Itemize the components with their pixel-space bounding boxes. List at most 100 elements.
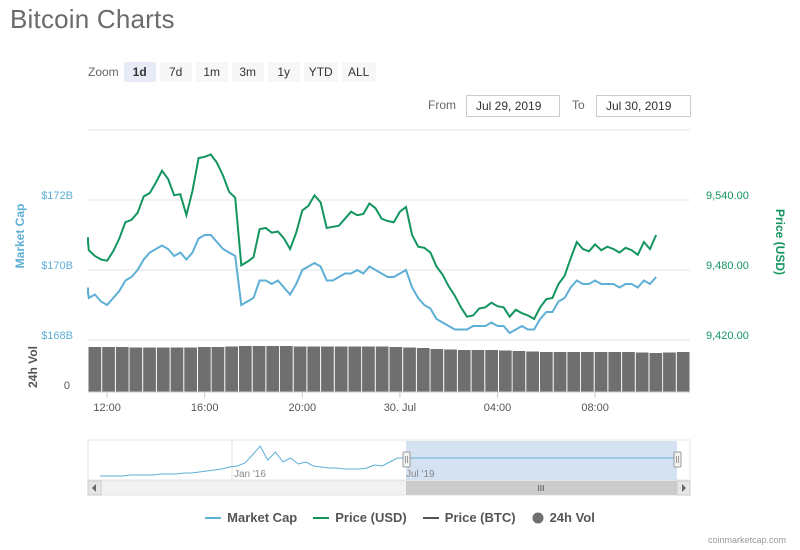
from-label: From <box>428 98 456 112</box>
volume-bar <box>430 349 444 392</box>
x-tick-label: 16:00 <box>191 402 219 414</box>
volume-bar <box>485 350 498 392</box>
legend-market-cap[interactable]: Market Cap <box>205 510 297 525</box>
volume-bar <box>567 352 581 392</box>
volume-bar <box>471 350 485 392</box>
volume-bar <box>649 353 663 392</box>
volume-bar <box>293 346 307 392</box>
navigator-right-handle[interactable] <box>673 451 682 468</box>
x-tick-label: 20:00 <box>289 402 317 414</box>
navigator-selection[interactable] <box>406 441 677 480</box>
legend-label: Market Cap <box>227 510 298 525</box>
volume-bar <box>115 347 129 392</box>
volume-legend-icon <box>532 512 544 523</box>
navigator-series-line <box>100 445 405 477</box>
from-date-input[interactable]: Jul 29, 2019 <box>466 95 560 117</box>
volume-bar <box>280 346 293 392</box>
volume-bar <box>375 346 389 392</box>
volume-bar <box>540 352 553 392</box>
x-tick-label: 04:00 <box>484 402 512 414</box>
volume-bar <box>622 352 635 392</box>
volume-bar <box>252 346 266 392</box>
zoom-ytd-button[interactable]: YTD <box>303 62 338 82</box>
volume-bar <box>676 352 690 392</box>
x-tick-label: 08:00 <box>581 402 609 414</box>
volume-bar <box>266 346 280 392</box>
volume-bar <box>581 352 594 392</box>
price-usd-axis-label: Price (USD) <box>773 209 787 275</box>
volume-bar <box>143 347 156 392</box>
volume-axis-label: 24h Vol <box>26 346 40 388</box>
volume-bar <box>129 347 143 392</box>
zoom-bar: Zoom 1d 7d 1m 3m 1y YTD ALL <box>88 62 380 82</box>
volume-bar <box>457 350 471 392</box>
price-tick-9480: 9,480.00 <box>706 260 749 272</box>
volume-bar <box>102 347 115 392</box>
volume-bar <box>608 352 622 392</box>
scrollbar-thumb[interactable] <box>406 481 677 495</box>
volume-bar <box>416 348 430 392</box>
market-cap-legend-icon <box>205 516 222 519</box>
price-tick-9420: 9,420.00 <box>706 330 749 342</box>
market-cap-line <box>87 234 657 335</box>
price-btc-legend-icon <box>422 516 439 519</box>
volume-bar <box>170 347 184 392</box>
chart-legend: Market Cap Price (USD) Price (BTC) 24h V… <box>0 510 800 525</box>
legend-label: Price (USD) <box>335 510 407 525</box>
volume-bar <box>444 349 457 392</box>
to-label: To <box>572 98 585 112</box>
volume-bar <box>334 346 348 392</box>
price-usd-line <box>87 153 658 321</box>
scrollbar-grip: III <box>538 484 545 493</box>
volume-bar <box>307 346 321 392</box>
volume-bar <box>225 346 238 392</box>
legend-price-usd[interactable]: Price (USD) <box>313 510 407 525</box>
zoom-1m-button[interactable]: 1m <box>195 62 228 82</box>
market-cap-tick-168b: $168B <box>41 330 73 342</box>
volume-bar <box>526 351 539 392</box>
volume-bar <box>348 346 362 392</box>
volume-bar <box>594 352 608 392</box>
legend-24h-vol[interactable]: 24h Vol <box>532 510 595 525</box>
volume-tick-0: 0 <box>64 380 70 392</box>
zoom-1y-button[interactable]: 1y <box>267 62 300 82</box>
market-cap-tick-172b: $172B <box>41 190 73 202</box>
volume-bar <box>239 346 252 392</box>
price-usd-legend-icon <box>313 516 330 519</box>
volume-bar <box>184 347 197 392</box>
market-cap-axis-label: Market Cap <box>13 204 27 269</box>
to-date-input[interactable]: Jul 30, 2019 <box>596 95 691 117</box>
navigator-label-jan16: Jan '16 <box>234 469 266 480</box>
navigator-left-handle[interactable] <box>402 451 411 468</box>
volume-bar <box>156 347 170 392</box>
zoom-all-button[interactable]: ALL <box>341 62 376 82</box>
page-title: Bitcoin Charts <box>10 4 175 34</box>
volume-bar <box>553 352 567 392</box>
x-axis-ticks: 12:00 16:00 20:00 30. Jul 04:00 08:00 <box>93 392 609 414</box>
volume-bar <box>321 346 334 392</box>
volume-bars <box>88 346 690 392</box>
legend-label: Price (BTC) <box>444 510 516 525</box>
volume-bar <box>512 351 526 392</box>
price-tick-9540: 9,540.00 <box>706 190 749 202</box>
x-tick-label: 30. Jul <box>384 402 416 414</box>
x-tick-label: 12:00 <box>93 402 121 414</box>
volume-bar <box>499 350 512 392</box>
navigator-label-jul19: Jul '19 <box>406 469 435 480</box>
zoom-7d-button[interactable]: 7d <box>159 62 192 82</box>
bitcoin-chart[interactable]: $172B $170B $168B Market Cap 9,540.00 9,… <box>0 0 800 500</box>
volume-bar <box>88 347 102 392</box>
volume-bar <box>663 352 676 392</box>
volume-bar <box>211 347 225 392</box>
chevron-left-icon <box>92 484 96 492</box>
market-cap-tick-170b: $170B <box>41 260 73 272</box>
volume-bar <box>362 346 375 392</box>
volume-bar <box>198 347 211 392</box>
credit-text: coinmarketcap.com <box>707 535 786 545</box>
zoom-3m-button[interactable]: 3m <box>231 62 264 82</box>
legend-price-btc[interactable]: Price (BTC) <box>422 510 516 525</box>
volume-bar <box>635 352 649 392</box>
volume-bar <box>403 347 416 392</box>
legend-label: 24h Vol <box>549 510 595 525</box>
zoom-1d-button[interactable]: 1d <box>123 62 156 82</box>
